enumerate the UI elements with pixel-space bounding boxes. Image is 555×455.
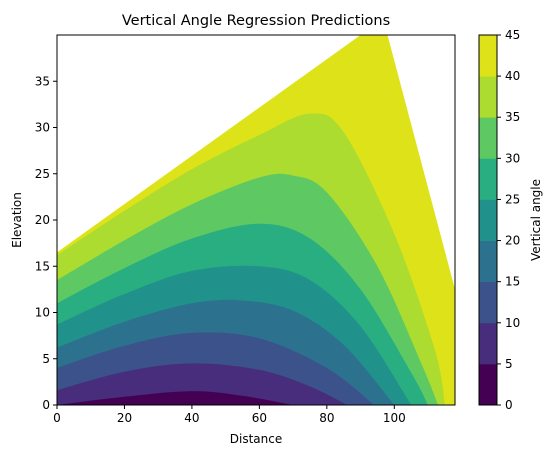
y-tick-label: 5 (42, 352, 50, 366)
colorbar-segment (479, 281, 497, 324)
contour-bands (57, 35, 455, 405)
colorbar-tick-label: 30 (505, 151, 520, 165)
x-tick-label: 60 (252, 411, 267, 425)
colorbar-segment (479, 117, 497, 159)
x-tick-label: 80 (319, 411, 334, 425)
y-tick-label: 0 (42, 398, 50, 412)
colorbar-segment (479, 199, 497, 241)
colorbar-segment (479, 363, 497, 406)
colorbar-segment (479, 158, 497, 200)
band-5-10 (57, 363, 348, 405)
colorbar: 0 5 10 15 20 25 30 35 40 45 (478, 28, 520, 412)
colorbar-tick-label: 10 (505, 316, 520, 330)
colorbar-tick-label: 45 (505, 28, 520, 42)
y-tick-label: 30 (35, 121, 50, 135)
colorbar-tick-label: 0 (505, 398, 513, 412)
x-tick-label: 40 (184, 411, 199, 425)
chart-title: Vertical Angle Regression Predictions (122, 13, 390, 29)
y-tick-label: 20 (35, 213, 50, 227)
colorbar-tick-label: 25 (505, 192, 520, 206)
colorbar-label: Vertical angle (529, 179, 543, 261)
colorbar-tick-label: 40 (505, 69, 520, 83)
colorbar-segment (479, 35, 497, 77)
colorbar-tick-label: 20 (505, 234, 520, 248)
x-tick-label: 100 (383, 411, 406, 425)
colorbar-segment (479, 240, 497, 283)
colorbar-frame (478, 34, 498, 406)
x-tick-label: 20 (117, 411, 132, 425)
y-tick-label: 25 (35, 167, 50, 181)
y-axis-label: Elevation (10, 192, 24, 248)
colorbar-tick-label: 35 (505, 110, 520, 124)
colorbar-segment (479, 76, 497, 118)
colorbar-tick-label: 15 (505, 275, 520, 289)
colorbar-segment (479, 322, 497, 365)
y-tick-label: 15 (35, 259, 50, 273)
y-axis-ticks: 0 5 10 15 20 25 30 35 (35, 74, 57, 412)
band-0-5 (57, 391, 294, 405)
y-tick-label: 35 (35, 74, 50, 88)
y-tick-label: 10 (35, 306, 50, 320)
colorbar-tick-label: 5 (505, 357, 513, 371)
x-axis-label: Distance (230, 432, 282, 446)
x-tick-label: 0 (53, 411, 61, 425)
x-axis-ticks: 0 20 40 60 80 100 (53, 405, 406, 425)
